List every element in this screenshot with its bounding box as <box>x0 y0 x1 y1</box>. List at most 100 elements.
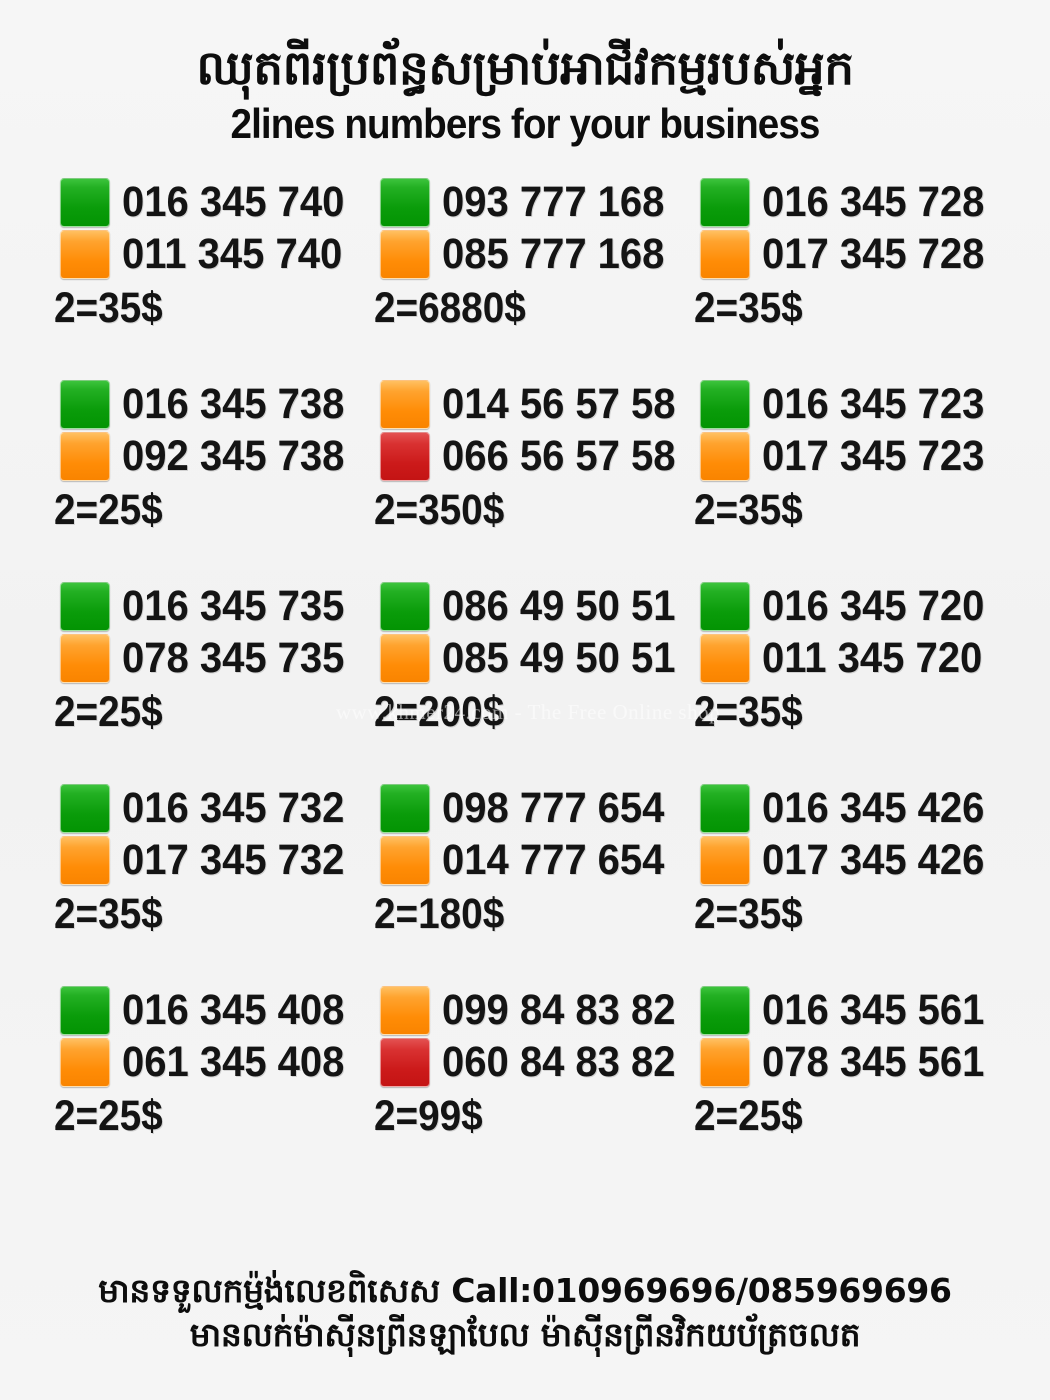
green-operator-swatch-icon <box>700 379 750 429</box>
number-line: 014 56 57 58 <box>380 378 700 430</box>
number-line: 016 345 723 <box>700 378 1020 430</box>
green-operator-swatch-icon <box>700 581 750 631</box>
green-operator-swatch-icon <box>60 783 110 833</box>
number-line: 017 345 732 <box>60 834 380 886</box>
orange-operator-swatch-icon <box>380 379 430 429</box>
number-line: 017 345 728 <box>700 228 1020 280</box>
orange-operator-swatch-icon <box>700 229 750 279</box>
package-price: 2=25$ <box>54 486 163 535</box>
phone-number: 078 345 735 <box>122 633 345 682</box>
number-line: 016 345 561 <box>700 984 1020 1036</box>
number-line: 016 345 408 <box>60 984 380 1036</box>
phone-number-grid: 016 345 740 011 345 740 2=35$ 093 777 168 08… <box>0 148 1050 1269</box>
poster-footer: មានទទួលកម្ម៉ង់លេខពិសេស Call:010969696/08… <box>0 1269 1050 1400</box>
number-line: 016 345 740 <box>60 176 380 228</box>
phone-number: 017 345 728 <box>762 229 985 278</box>
green-operator-swatch-icon <box>60 985 110 1035</box>
orange-operator-swatch-icon <box>380 633 430 683</box>
orange-operator-swatch-icon <box>700 633 750 683</box>
package-price: 2=35$ <box>54 284 163 333</box>
number-line: 078 345 735 <box>60 632 380 684</box>
package-price: 2=180$ <box>374 890 505 939</box>
orange-operator-swatch-icon <box>60 633 110 683</box>
package-price: 2=35$ <box>694 890 803 939</box>
number-line: 017 345 723 <box>700 430 1020 482</box>
green-operator-swatch-icon <box>700 177 750 227</box>
green-operator-swatch-icon <box>60 379 110 429</box>
phone-number: 016 345 408 <box>122 985 345 1034</box>
phone-number: 011 345 720 <box>762 633 983 682</box>
phone-number: 014 56 57 58 <box>442 379 676 428</box>
number-line: 092 345 738 <box>60 430 380 482</box>
phone-number: 078 345 561 <box>762 1037 985 1086</box>
phone-number: 016 345 732 <box>122 783 345 832</box>
phone-number: 092 345 738 <box>122 431 345 480</box>
number-line: 098 777 654 <box>380 782 700 834</box>
phone-number: 093 777 168 <box>442 177 665 226</box>
package-price: 2=99$ <box>374 1092 483 1141</box>
title-khmer: ឈុតពីរប្រព័ន្ធសម្រាប់អាជីវកម្មរបស់អ្នក <box>196 41 854 96</box>
number-package-cell: 099 84 83 82 060 84 83 82 2=99$ <box>374 984 700 1186</box>
number-line: 011 345 720 <box>700 632 1020 684</box>
package-price: 2=350$ <box>374 486 505 535</box>
number-line: 093 777 168 <box>380 176 700 228</box>
number-line: 016 345 738 <box>60 378 380 430</box>
number-package-cell: 016 345 561 078 345 561 2=25$ <box>694 984 1020 1186</box>
package-price: 2=200$ <box>374 688 505 737</box>
orange-operator-swatch-icon <box>380 229 430 279</box>
number-line: 086 49 50 51 <box>380 580 700 632</box>
number-package-cell: 016 345 732 017 345 732 2=35$ <box>54 782 380 984</box>
phone-number: 099 84 83 82 <box>442 985 676 1034</box>
orange-operator-swatch-icon <box>700 431 750 481</box>
number-line: 085 777 168 <box>380 228 700 280</box>
number-line: 016 345 732 <box>60 782 380 834</box>
package-price: 2=35$ <box>54 890 163 939</box>
phone-number: 066 56 57 58 <box>442 431 676 480</box>
phone-number: 016 345 735 <box>122 581 345 630</box>
number-line: 014 777 654 <box>380 834 700 886</box>
phone-number: 011 345 740 <box>122 229 343 278</box>
orange-operator-swatch-icon <box>60 1037 110 1087</box>
package-price: 2=35$ <box>694 688 803 737</box>
phone-number: 016 345 728 <box>762 177 985 226</box>
number-line: 060 84 83 82 <box>380 1036 700 1088</box>
red-operator-swatch-icon <box>380 431 430 481</box>
phone-number: 085 49 50 51 <box>442 633 676 682</box>
package-price: 2=25$ <box>54 688 163 737</box>
green-operator-swatch-icon <box>380 581 430 631</box>
number-line: 061 345 408 <box>60 1036 380 1088</box>
red-operator-swatch-icon <box>380 1037 430 1087</box>
number-line: 078 345 561 <box>700 1036 1020 1088</box>
number-line: 016 345 735 <box>60 580 380 632</box>
number-package-cell: 016 345 426 017 345 426 2=35$ <box>694 782 1020 984</box>
number-package-cell: 016 345 728 017 345 728 2=35$ <box>694 176 1020 378</box>
green-operator-swatch-icon <box>380 783 430 833</box>
green-operator-swatch-icon <box>700 783 750 833</box>
number-line: 016 345 728 <box>700 176 1020 228</box>
number-line: 066 56 57 58 <box>380 430 700 482</box>
orange-operator-swatch-icon <box>60 431 110 481</box>
phone-number: 016 345 723 <box>762 379 985 428</box>
phone-number: 016 345 740 <box>122 177 345 226</box>
poster-header: ឈុតពីរប្រព័ន្ធសម្រាប់អាជីវកម្មរបស់អ្នក 2… <box>0 0 1050 148</box>
phone-number: 017 345 732 <box>122 835 345 884</box>
number-line: 011 345 740 <box>60 228 380 280</box>
title-english: 2lines numbers for your business <box>230 100 821 148</box>
number-line: 017 345 426 <box>700 834 1020 886</box>
green-operator-swatch-icon <box>700 985 750 1035</box>
package-price: 2=6880$ <box>374 284 526 333</box>
number-package-cell: 093 777 168 085 777 168 2=6880$ <box>374 176 700 378</box>
orange-operator-swatch-icon <box>60 835 110 885</box>
footer-services-line: មានលក់ម៉ាស៊ីនព្រីនឡាបែល ម៉ាស៊ីនព្រីនវិកយ… <box>189 1315 861 1355</box>
package-price: 2=25$ <box>54 1092 163 1141</box>
phone-number: 017 345 723 <box>762 431 985 480</box>
package-price: 2=25$ <box>694 1092 803 1141</box>
phone-number: 086 49 50 51 <box>442 581 676 630</box>
phone-number: 016 345 738 <box>122 379 345 428</box>
green-operator-swatch-icon <box>60 177 110 227</box>
number-package-cell: 016 345 723 017 345 723 2=35$ <box>694 378 1020 580</box>
number-package-cell: 016 345 735 078 345 735 2=25$ <box>54 580 380 782</box>
number-package-cell: 098 777 654 014 777 654 2=180$ <box>374 782 700 984</box>
orange-operator-swatch-icon <box>700 1037 750 1087</box>
number-package-cell: 014 56 57 58 066 56 57 58 2=350$ <box>374 378 700 580</box>
